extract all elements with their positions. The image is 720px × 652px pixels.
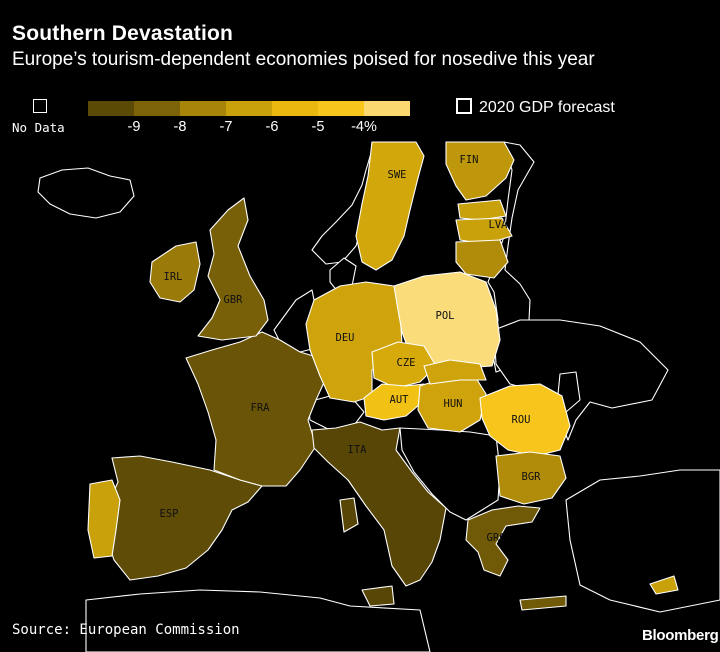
scale-swatch — [272, 101, 318, 116]
country-ita — [311, 421, 447, 587]
chart-subtitle: Europe’s tourism-dependent economies poi… — [12, 49, 595, 70]
scale-tick: -9 — [127, 119, 141, 135]
label-irl: IRL — [164, 271, 183, 283]
north-africa — [85, 589, 431, 652]
label-grc: GRC — [487, 532, 506, 544]
scale-swatch — [226, 101, 272, 116]
label-fin: FIN — [460, 154, 479, 166]
forecast-legend-label: 2020 GDP forecast — [479, 99, 615, 116]
country-grc-crete — [519, 595, 567, 611]
country-deu — [305, 281, 403, 403]
country-est — [457, 199, 507, 221]
label-lva: LVA — [489, 219, 509, 231]
scale-swatch — [88, 101, 134, 116]
turkey — [565, 469, 720, 613]
label-gbr: GBR — [224, 294, 244, 306]
iceland — [37, 167, 135, 219]
label-fra: FRA — [251, 402, 271, 414]
scale-swatch — [364, 101, 410, 116]
label-swe: SWE — [388, 169, 407, 181]
country-gbr — [197, 197, 269, 341]
country-sicily — [361, 585, 395, 607]
label-deu: DEU — [336, 332, 355, 344]
label-ita: ITA — [348, 444, 368, 456]
country-irl — [149, 241, 201, 303]
country-pol — [393, 271, 501, 369]
country-fin — [445, 141, 515, 201]
label-aut: AUT — [390, 394, 410, 406]
color-scale — [88, 101, 410, 116]
source-note: Source: European Commission — [12, 622, 240, 638]
no-data-label: No Data — [12, 120, 65, 135]
label-bgr: BGR — [522, 471, 542, 483]
label-esp: ESP — [160, 508, 179, 520]
country-ltu — [455, 239, 509, 279]
scale-swatch — [134, 101, 180, 116]
no-data-swatch — [33, 99, 47, 113]
scale-tick: -7 — [219, 119, 233, 135]
label-cze: CZE — [397, 357, 416, 369]
country-grc — [465, 505, 541, 577]
bloomberg-logo: Bloomberg — [642, 627, 719, 644]
label-rou: ROU — [512, 414, 531, 426]
scale-swatch — [318, 101, 364, 116]
balkans — [399, 427, 501, 521]
scale-tick: -8 — [173, 119, 187, 135]
country-cyp — [649, 575, 679, 595]
scale-swatch — [180, 101, 226, 116]
country-sardinia — [339, 497, 359, 533]
chart-title: Southern Devastation — [12, 22, 234, 45]
scale-tick: -6 — [265, 119, 279, 135]
label-hun: HUN — [444, 398, 463, 410]
country-svk — [423, 359, 487, 385]
country-prt — [87, 479, 121, 559]
country-swe — [355, 141, 425, 271]
label-pol: POL — [436, 310, 455, 322]
country-rou — [479, 383, 571, 457]
scale-tick: -4% — [351, 119, 377, 135]
scale-tick: -5 — [311, 119, 325, 135]
country-bgr — [495, 451, 567, 505]
forecast-legend-box — [456, 98, 472, 114]
